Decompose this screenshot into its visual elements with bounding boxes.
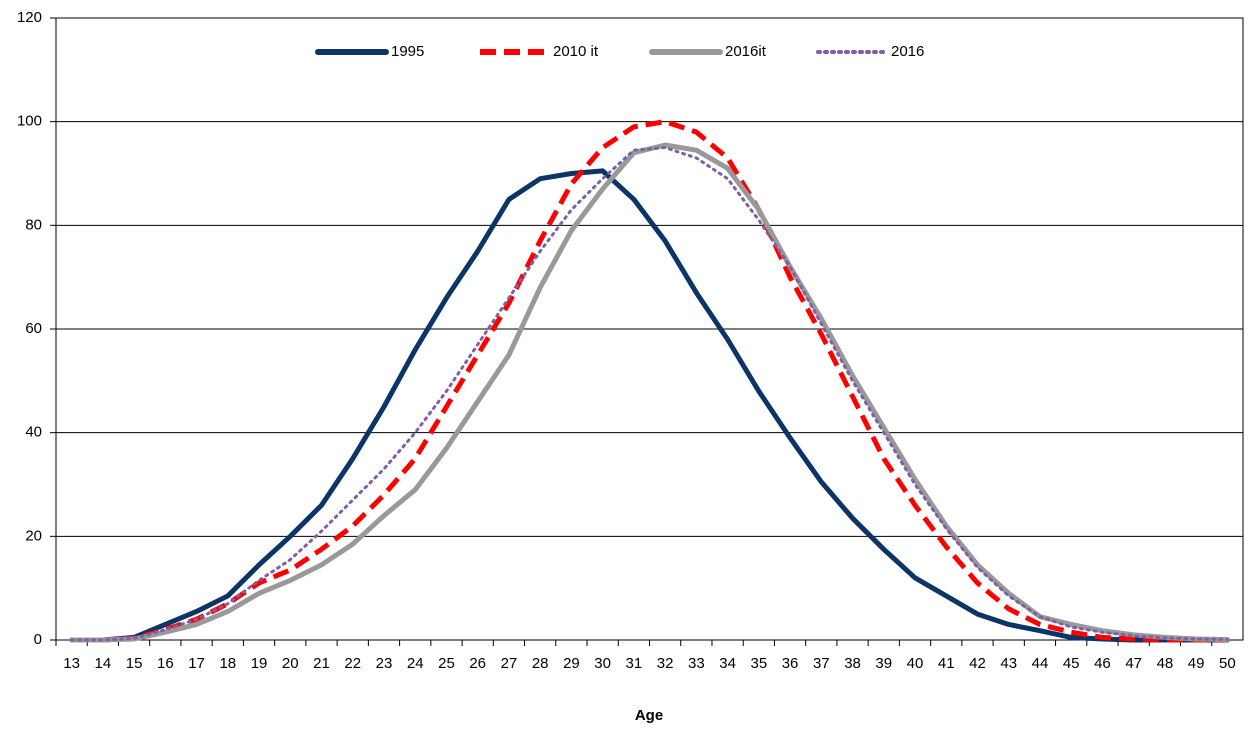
x-tick-label: 37 (813, 655, 830, 672)
x-tick-label: 48 (1157, 655, 1174, 672)
x-tick-label: 22 (344, 655, 361, 672)
x-tick-label: 38 (844, 655, 861, 672)
x-tick-label: 15 (126, 655, 143, 672)
series-line (69, 168, 1230, 643)
x-tick-label: 42 (969, 655, 986, 672)
y-tick-label: 100 (17, 113, 42, 130)
x-tick-label: 35 (750, 655, 767, 672)
x-tick-label: 30 (594, 655, 611, 672)
x-tick-label: 13 (63, 655, 80, 672)
x-tick-label: 29 (563, 655, 580, 672)
x-tick-label: 19 (251, 655, 268, 672)
y-tick-label: 60 (25, 320, 42, 337)
y-tick-label: 20 (25, 527, 42, 544)
x-tick-label: 46 (1094, 655, 1111, 672)
x-tick-label: 28 (532, 655, 549, 672)
legend-label: 1995 (391, 43, 424, 60)
x-axis-label: Age (635, 707, 663, 724)
y-tick-label: 120 (17, 9, 42, 26)
x-tick-label: 33 (688, 655, 705, 672)
x-tick-label: 43 (1000, 655, 1017, 672)
x-tick-label: 39 (875, 655, 892, 672)
x-tick-label: 45 (1063, 655, 1080, 672)
x-tick-label: 34 (719, 655, 736, 672)
x-tick-label: 20 (282, 655, 299, 672)
x-tick-label: 50 (1219, 655, 1236, 672)
x-tick-label: 41 (938, 655, 955, 672)
x-tick-label: 27 (501, 655, 518, 672)
x-tick-label: 31 (626, 655, 643, 672)
x-tick-label: 14 (95, 655, 112, 672)
y-tick-label: 0 (34, 631, 42, 648)
y-tick-label: 80 (25, 216, 42, 233)
x-tick-label: 16 (157, 655, 174, 672)
legend-label: 2016 (891, 43, 924, 60)
x-tick-label: 24 (407, 655, 424, 672)
x-tick-label: 49 (1188, 655, 1205, 672)
x-tick-label: 25 (438, 655, 455, 672)
x-tick-label: 17 (188, 655, 205, 672)
legend-label: 2016it (725, 43, 767, 60)
y-tick-label: 40 (25, 424, 42, 441)
legend-label: 2010 it (553, 43, 599, 60)
x-tick-label: 40 (907, 655, 924, 672)
x-tick-label: 47 (1125, 655, 1142, 672)
x-tick-label: 21 (313, 655, 330, 672)
series-line (70, 146, 1229, 642)
x-tick-label: 23 (376, 655, 393, 672)
x-tick-label: 26 (469, 655, 486, 672)
x-tick-label: 18 (219, 655, 236, 672)
x-tick-label: 44 (1032, 655, 1049, 672)
series-line (71, 119, 1228, 643)
x-tick-label: 36 (782, 655, 799, 672)
x-tick-label: 32 (657, 655, 674, 672)
